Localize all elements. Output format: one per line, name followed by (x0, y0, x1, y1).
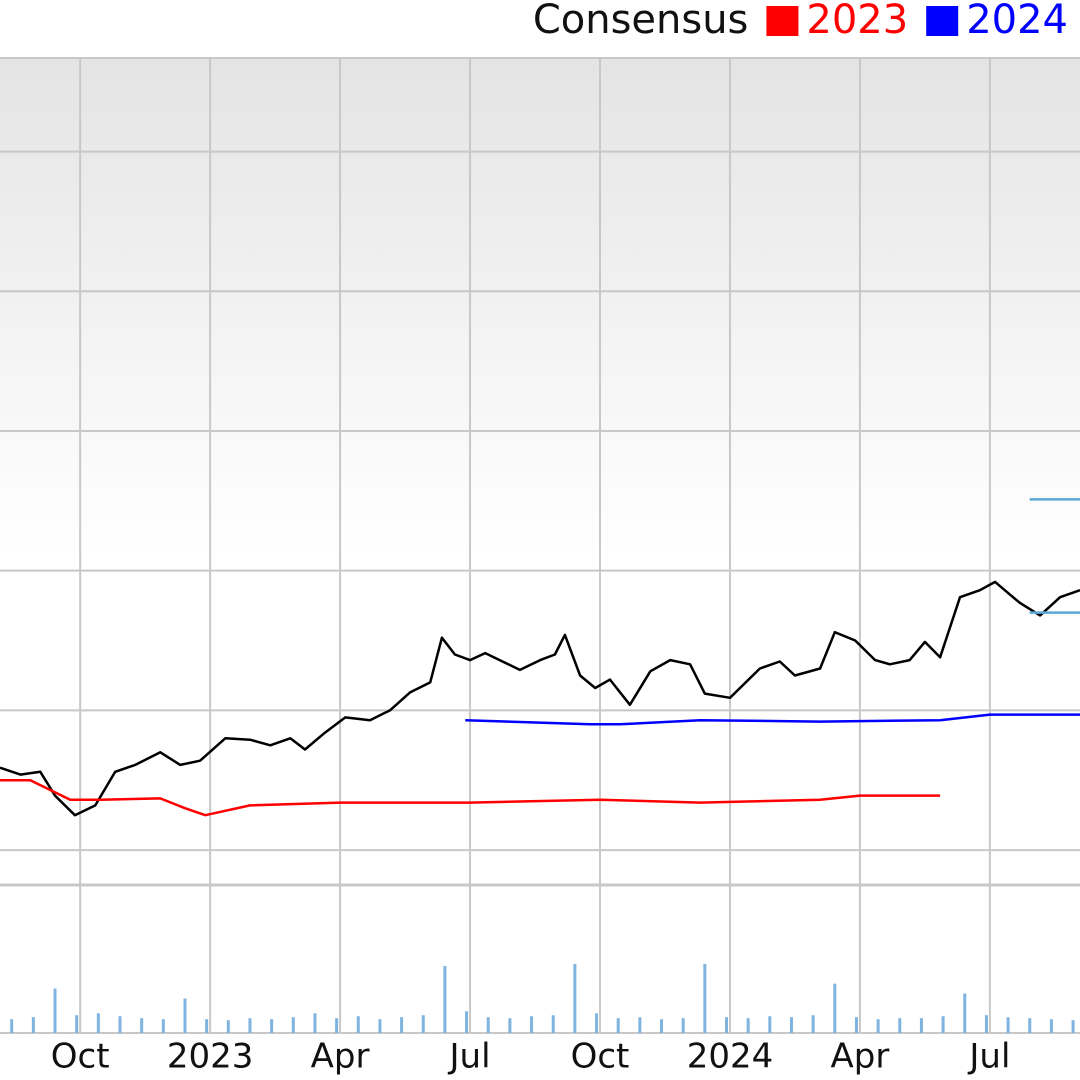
x-tick-label: Jul (448, 1037, 491, 1077)
volume-bar (789, 1017, 793, 1033)
legend-label: 2023 (806, 0, 908, 43)
volume-bar (811, 1015, 815, 1033)
volume-bar (270, 1019, 274, 1033)
legend: 2024 2023 Consensus (533, 0, 1068, 43)
volume-bar (1028, 1018, 1032, 1033)
legend-label: 2024 (966, 0, 1068, 43)
volume-bar (616, 1018, 620, 1033)
series-line (0, 778, 941, 817)
legend-title: Consensus (533, 0, 749, 43)
volume-bar (1071, 1020, 1075, 1033)
volume-bar (248, 1018, 252, 1033)
volume-bar (161, 1019, 165, 1033)
x-tick-label: 2023 (167, 1037, 254, 1077)
volume-bar (876, 1019, 880, 1033)
volume-bar (53, 988, 57, 1033)
lines (0, 498, 1080, 817)
volume-bar (10, 1019, 14, 1033)
volume-bar (573, 963, 577, 1033)
x-axis: Oct 2023 Apr Jul Oct 2024 Apr Jul (51, 1037, 1011, 1077)
x-tick-label: Oct (571, 1037, 630, 1077)
volume-bar (356, 1016, 360, 1033)
volume-bar (898, 1018, 902, 1033)
volume-bar (226, 1020, 230, 1033)
volume-bar (118, 1016, 122, 1033)
volume-bar (75, 1015, 79, 1033)
volume-bar (681, 1018, 685, 1033)
volume-bar (703, 963, 707, 1033)
plot-background (0, 58, 1080, 885)
volume-bar (421, 1015, 425, 1033)
volume-bar (551, 1015, 555, 1033)
x-tick-label: Jul (967, 1037, 1010, 1077)
volume-bar (1049, 1019, 1053, 1033)
x-tick-label: Apr (831, 1037, 890, 1077)
volume-bar (746, 1018, 750, 1033)
volume-bar (595, 1013, 599, 1033)
volume-bar (96, 1013, 100, 1033)
series-line (465, 713, 1080, 726)
volume-bar (941, 1016, 945, 1033)
volume-bar (400, 1017, 404, 1033)
volume-bar (443, 965, 447, 1033)
legend-swatch (926, 6, 959, 36)
volume-bar (638, 1017, 642, 1033)
volume-bar (140, 1018, 144, 1033)
volume-bar (313, 1013, 317, 1033)
volume-bar (508, 1018, 512, 1033)
volume-bar (335, 1018, 339, 1033)
volume-bar (833, 983, 837, 1033)
volume-bar (31, 1017, 35, 1033)
volume-bar (486, 1017, 490, 1033)
volume-bar (465, 1011, 469, 1033)
volume-bar (378, 1019, 382, 1033)
volume-bar (768, 1016, 772, 1033)
x-tick-label: Apr (311, 1037, 370, 1077)
volume-bar (205, 1019, 209, 1033)
x-tick-label: 2024 (687, 1037, 774, 1077)
volume-bar (1006, 1017, 1010, 1033)
x-tick-label: Oct (51, 1037, 110, 1077)
legend-swatch (766, 6, 799, 36)
series-line (0, 580, 1080, 817)
volume-bar (183, 998, 187, 1033)
volume-bars (10, 963, 1075, 1033)
volume-bar (854, 1017, 858, 1033)
volume-bar (530, 1016, 534, 1033)
volume-bar (984, 1015, 988, 1033)
grid (0, 58, 1080, 1033)
volume-bar (291, 1017, 295, 1033)
volume-bar (724, 1017, 728, 1033)
volume-bar (660, 1019, 664, 1033)
volume-bar (963, 993, 967, 1033)
volume-bar (919, 1018, 923, 1033)
